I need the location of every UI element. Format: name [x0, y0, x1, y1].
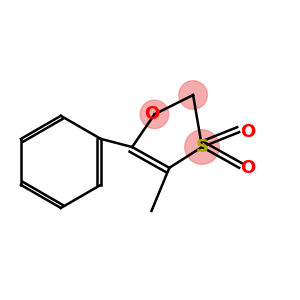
Text: O: O [240, 159, 255, 177]
Circle shape [140, 100, 169, 129]
Text: O: O [240, 123, 255, 141]
Circle shape [179, 81, 207, 109]
Text: S: S [196, 138, 208, 156]
Text: O: O [144, 105, 159, 123]
Circle shape [185, 130, 219, 164]
